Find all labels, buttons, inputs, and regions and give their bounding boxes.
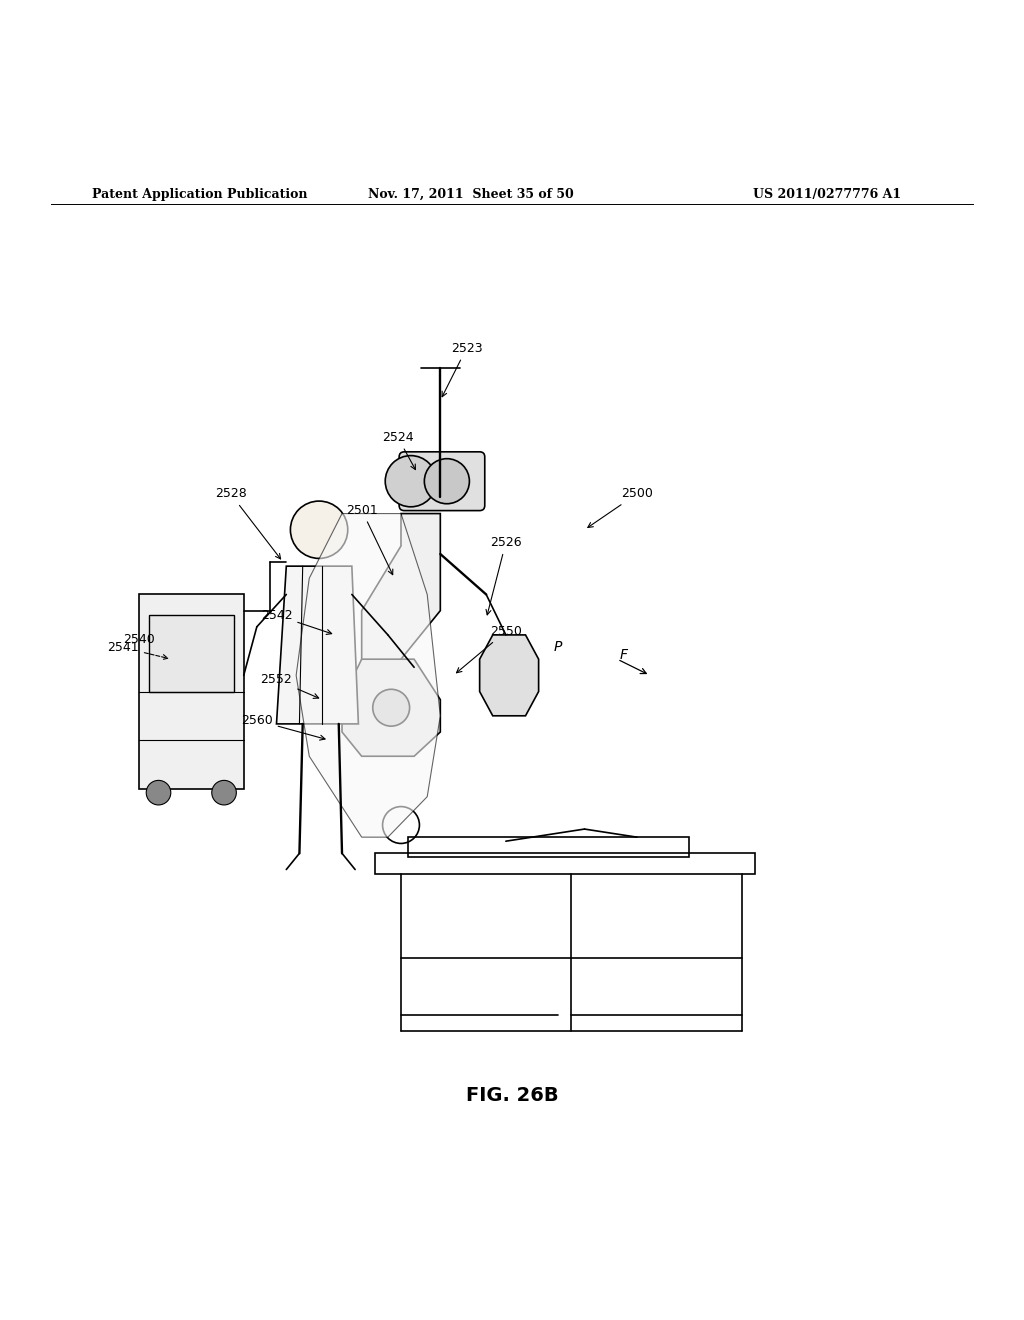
Text: Nov. 17, 2011  Sheet 35 of 50: Nov. 17, 2011 Sheet 35 of 50 <box>369 187 573 201</box>
Text: 2500: 2500 <box>588 487 653 528</box>
Circle shape <box>373 689 410 726</box>
Polygon shape <box>342 659 440 756</box>
Text: 2552: 2552 <box>260 673 318 698</box>
Text: Patent Application Publication: Patent Application Publication <box>92 187 307 201</box>
Text: 2560: 2560 <box>241 714 325 741</box>
Polygon shape <box>276 566 358 723</box>
Text: 2540: 2540 <box>123 634 155 645</box>
Circle shape <box>212 780 237 805</box>
Circle shape <box>291 502 348 558</box>
Text: 2542: 2542 <box>261 609 332 635</box>
Circle shape <box>385 455 436 507</box>
Text: F: F <box>620 648 628 663</box>
Polygon shape <box>479 635 539 715</box>
Text: 2524: 2524 <box>382 430 416 470</box>
Text: 2501: 2501 <box>346 503 393 574</box>
Circle shape <box>146 780 171 805</box>
Text: 2550: 2550 <box>457 624 522 673</box>
Circle shape <box>424 458 469 504</box>
FancyBboxPatch shape <box>399 451 484 511</box>
Polygon shape <box>296 513 440 837</box>
Text: 2541: 2541 <box>108 642 168 660</box>
Text: 2526: 2526 <box>486 536 521 615</box>
Text: US 2011/0277776 A1: US 2011/0277776 A1 <box>753 187 901 201</box>
Text: 2523: 2523 <box>442 342 482 397</box>
Polygon shape <box>361 513 440 676</box>
Text: 2528: 2528 <box>215 487 281 558</box>
Polygon shape <box>139 594 244 788</box>
Text: FIG. 26B: FIG. 26B <box>466 1085 558 1105</box>
Polygon shape <box>148 615 233 692</box>
Text: P: P <box>554 640 562 655</box>
